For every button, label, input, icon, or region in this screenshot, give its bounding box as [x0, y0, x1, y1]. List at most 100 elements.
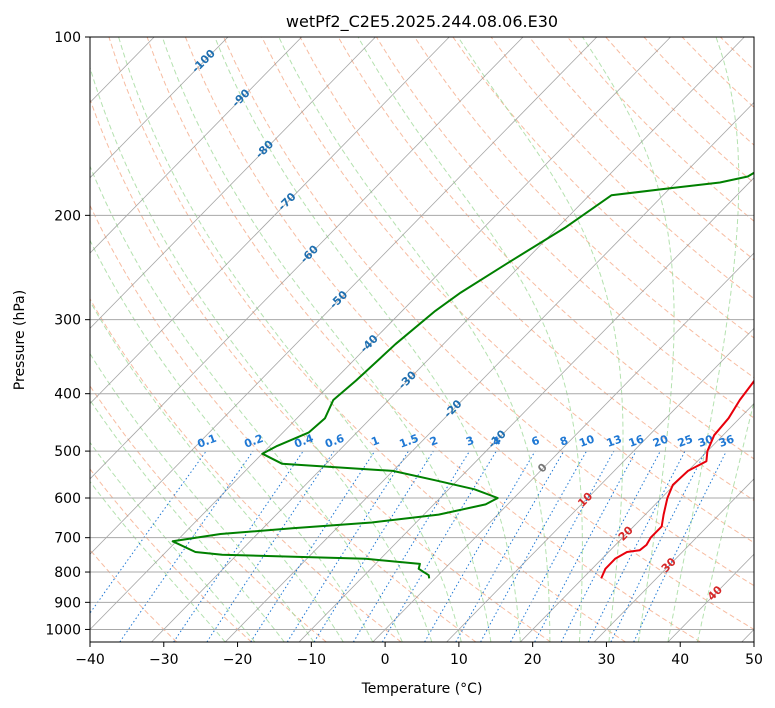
isotherm-line [593, 478, 754, 642]
plot-frame [89, 36, 755, 643]
isotherm-line [90, 37, 524, 480]
y-tick-label: 400 [54, 387, 81, 403]
isotherm-line [446, 327, 754, 642]
moist-adiabat [90, 65, 433, 642]
mixing-ratio-line [633, 450, 727, 642]
mixing-ratio-line [510, 450, 615, 642]
mixing-ratio-line [455, 450, 565, 642]
mixing-ratio-label: 6 [530, 434, 542, 449]
mixing-ratio-label: 13 [605, 432, 624, 449]
x-tick-label: 0 [381, 652, 390, 668]
mixing-ratio-line [173, 450, 304, 642]
dry-adiabat [108, 37, 626, 642]
y-tick-label: 600 [54, 491, 81, 507]
moist-adiabat [90, 441, 256, 642]
y-tick-label: 200 [54, 208, 81, 224]
moist-adiabat [582, 37, 675, 642]
chart-title: wetPf2_C2E5.2025.244.08.06.E30 [286, 12, 558, 32]
mixing-ratio-label: 0.1 [196, 432, 219, 451]
dry-adiabat [90, 204, 477, 642]
isotherm-label: -90 [229, 86, 252, 109]
mixing-ratio-line [352, 450, 471, 642]
moist-adiabat [457, 37, 624, 642]
isotherm-line [520, 403, 754, 642]
x-tick-label: 20 [524, 652, 542, 668]
y-tick-label: 900 [54, 595, 81, 611]
mixing-ratio-line [381, 450, 497, 642]
isotherm-line [90, 37, 598, 555]
y-tick-label: 1000 [45, 622, 81, 638]
moist-adiabat [696, 399, 754, 642]
mixing-ratio-line [119, 450, 254, 642]
y-tick-label: 800 [54, 565, 81, 581]
dry-adiabat [90, 549, 178, 642]
isotherm-line [90, 37, 450, 405]
dry-adiabat [90, 385, 327, 642]
dry-adiabat [414, 37, 754, 379]
moist-adiabat [357, 37, 583, 642]
isotherm-line [151, 37, 745, 642]
mixing-ratio-label: 10 [577, 432, 596, 450]
moist-adiabat [90, 300, 344, 642]
mixing-ratio-line [587, 450, 686, 642]
isotherm-line [90, 37, 302, 254]
isotherm-label: 20 [616, 523, 636, 543]
x-axis-ticks: −40 −30 −20 −10 0 10 20 30 40 50 [75, 642, 763, 668]
isotherm-line [0, 37, 7, 642]
y-tick-label: 300 [54, 313, 81, 329]
dry-adiabat [90, 97, 551, 642]
y-tick-label: 500 [54, 444, 81, 460]
pressure-grid [90, 37, 754, 630]
dry-adiabat [681, 37, 754, 109]
dry-adiabat [643, 37, 754, 146]
mixing-ratio-label: 25 [676, 432, 695, 449]
mixing-ratio-label: 4 [491, 434, 503, 449]
mixing-ratio-line [250, 450, 376, 642]
mixing-ratio-line [206, 450, 335, 642]
mixing-ratio-label: 2 [428, 434, 440, 449]
y-axis-ticks: 100 200 300 400 500 600 700 800 900 1000 [45, 30, 90, 638]
dry-adiabat [90, 468, 252, 642]
x-tick-label: −20 [223, 652, 253, 668]
dry-adiabat [261, 37, 754, 544]
y-axis-label: Pressure (hPa) [12, 290, 28, 390]
isotherm-label: -40 [358, 332, 381, 355]
mixing-ratio-line [480, 450, 587, 642]
isotherm-line [298, 177, 754, 642]
dry-adiabat [146, 37, 701, 642]
x-axis-label: Temperature (°C) [361, 681, 483, 697]
moist-adiabat [118, 37, 462, 642]
mixing-ratio-labels: 0.1 0.2 0.4 0.6 1 1.5 2 3 4 6 8 10 13 16 20 25 30 36 [196, 432, 737, 451]
isotherm-line [741, 628, 754, 642]
dry-adiabat [720, 37, 754, 71]
dry-adiabat [184, 37, 754, 630]
x-tick-label: 10 [450, 652, 468, 668]
moist-adiabat [90, 164, 403, 642]
moist-adiabat [90, 239, 374, 642]
isotherm-label: 0 [535, 461, 550, 476]
isotherm-line [90, 37, 229, 179]
mixing-ratio-line [286, 450, 409, 642]
background-lines [0, 37, 754, 642]
dry-adiabat [567, 37, 754, 222]
moist-adiabat [161, 37, 492, 642]
mixing-ratio-label: 1.5 [398, 432, 421, 451]
x-tick-label: −40 [75, 652, 105, 668]
mixing-ratio-label: 20 [651, 432, 670, 450]
dry-adiabat [375, 37, 754, 419]
mixing-ratio-label: 36 [717, 432, 736, 450]
moist-adiabat [667, 37, 740, 642]
mixing-ratio-label: 3 [464, 434, 476, 449]
mixing-ratio-label: 1 [369, 434, 381, 449]
y-tick-label: 700 [54, 531, 81, 547]
isotherm-label: 40 [705, 583, 725, 603]
x-tick-label: 50 [745, 652, 763, 668]
temperature-profile [600, 379, 754, 579]
mixing-ratio-line [610, 450, 707, 642]
dry-adiabat [337, 37, 754, 460]
mixing-ratio-line [534, 450, 637, 642]
mixing-ratio-line [313, 450, 434, 642]
moist-adiabat [90, 352, 315, 642]
x-tick-label: −30 [149, 652, 179, 668]
